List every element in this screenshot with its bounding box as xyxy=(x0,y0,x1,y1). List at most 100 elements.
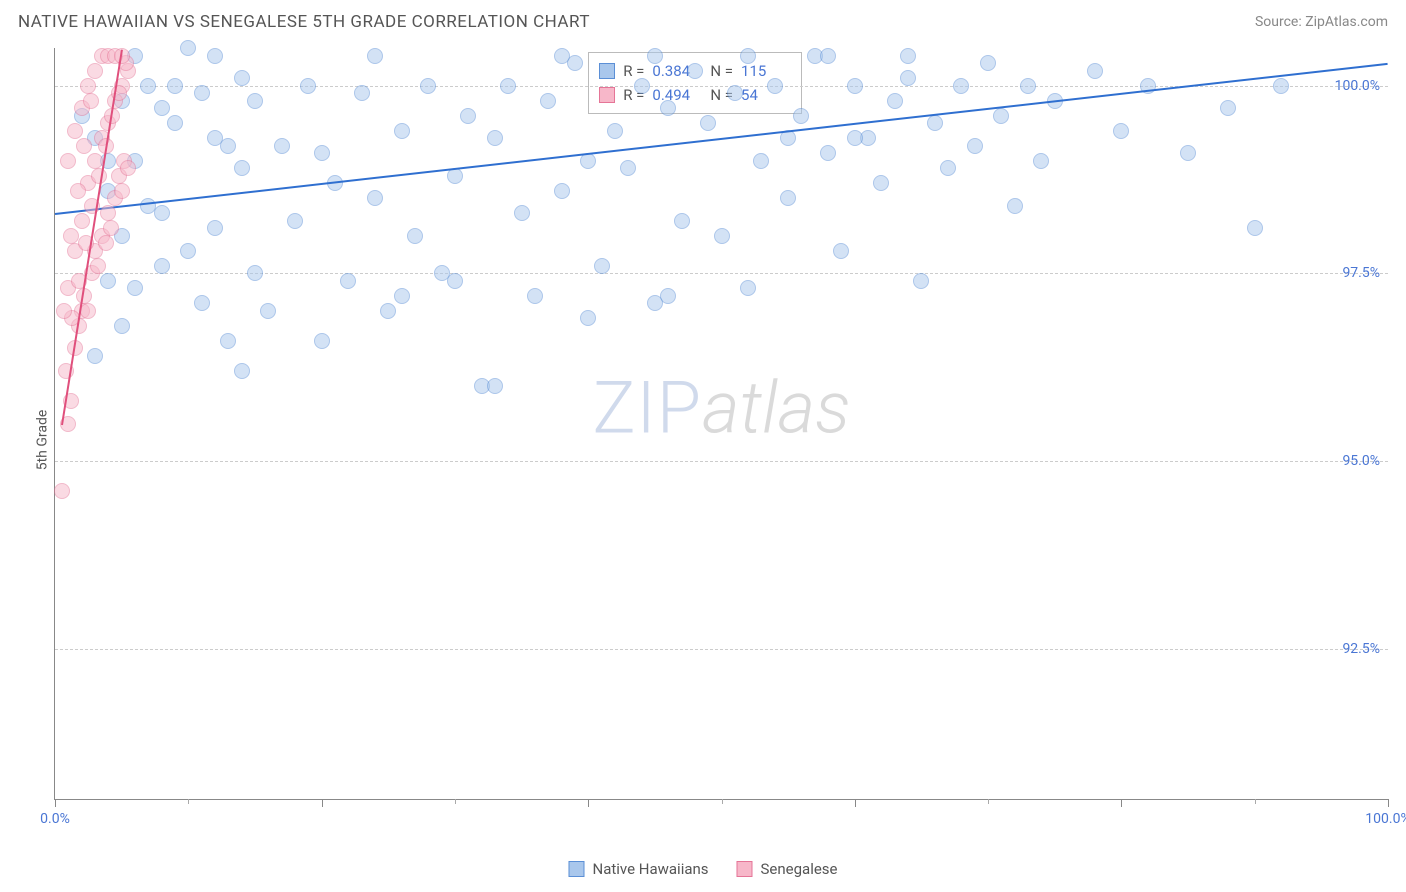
source-label: Source: ZipAtlas.com xyxy=(1255,14,1388,30)
data-point xyxy=(1033,153,1049,169)
data-point xyxy=(154,205,170,221)
data-point xyxy=(900,48,916,64)
data-point xyxy=(700,115,716,131)
data-point xyxy=(63,228,79,244)
data-point xyxy=(56,303,72,319)
x-tick-label: 100.0% xyxy=(1365,811,1406,827)
data-point xyxy=(87,153,103,169)
data-point xyxy=(367,48,383,64)
data-point xyxy=(1273,78,1289,94)
data-point xyxy=(80,303,96,319)
data-point xyxy=(1007,198,1023,214)
legend-label: Senegalese xyxy=(761,860,838,878)
data-point xyxy=(354,85,370,101)
y-tick-label: 97.5% xyxy=(1342,265,1380,281)
data-point xyxy=(833,243,849,259)
data-point xyxy=(120,160,136,176)
data-point xyxy=(607,123,623,139)
data-point xyxy=(74,213,90,229)
watermark-part2: atlas xyxy=(702,366,850,451)
data-point xyxy=(234,70,250,86)
legend: Native Hawaiians Senegalese xyxy=(568,860,837,878)
data-point xyxy=(394,288,410,304)
data-point xyxy=(993,108,1009,124)
data-point xyxy=(873,175,889,191)
data-point xyxy=(1220,100,1236,116)
x-tick-major xyxy=(588,799,589,807)
data-point xyxy=(220,333,236,349)
data-point xyxy=(100,205,116,221)
x-tick-minor xyxy=(188,799,189,804)
stats-row: R =0.494N =54 xyxy=(599,83,791,107)
data-point xyxy=(727,85,743,101)
data-point xyxy=(820,145,836,161)
y-tick-label: 92.5% xyxy=(1342,641,1380,657)
data-point xyxy=(514,205,530,221)
stats-r-value: 0.494 xyxy=(652,83,702,107)
data-point xyxy=(87,348,103,364)
data-point xyxy=(447,273,463,289)
data-point xyxy=(300,78,316,94)
x-tick-major xyxy=(855,799,856,807)
data-point xyxy=(140,78,156,94)
x-tick-label: 0.0% xyxy=(40,811,70,827)
data-point xyxy=(127,280,143,296)
data-point xyxy=(76,138,92,154)
data-point xyxy=(953,78,969,94)
data-point xyxy=(740,48,756,64)
data-point xyxy=(714,228,730,244)
legend-item: Senegalese xyxy=(737,860,838,878)
y-axis-label: 5th Grade xyxy=(34,410,50,471)
legend-swatch xyxy=(737,861,753,877)
data-point xyxy=(1180,145,1196,161)
data-point xyxy=(1113,123,1129,139)
data-point xyxy=(554,183,570,199)
data-point xyxy=(660,288,676,304)
data-point xyxy=(260,303,276,319)
data-point xyxy=(740,280,756,296)
data-point xyxy=(847,78,863,94)
series-swatch xyxy=(599,63,615,79)
data-point xyxy=(380,303,396,319)
x-tick-major xyxy=(1388,799,1389,807)
data-point xyxy=(793,108,809,124)
data-point xyxy=(180,40,196,56)
data-point xyxy=(247,93,263,109)
data-point xyxy=(167,78,183,94)
data-point xyxy=(234,363,250,379)
gridline xyxy=(55,649,1388,650)
data-point xyxy=(420,78,436,94)
watermark-part1: ZIP xyxy=(592,366,702,451)
data-point xyxy=(900,70,916,86)
x-tick-minor xyxy=(1255,799,1256,804)
data-point xyxy=(407,228,423,244)
data-point xyxy=(54,483,70,499)
data-point xyxy=(687,63,703,79)
data-point xyxy=(274,138,290,154)
data-point xyxy=(847,130,863,146)
legend-item: Native Hawaiians xyxy=(568,860,708,878)
data-point xyxy=(154,258,170,274)
data-point xyxy=(780,190,796,206)
data-point xyxy=(287,213,303,229)
data-point xyxy=(1020,78,1036,94)
data-point xyxy=(367,190,383,206)
x-tick-minor xyxy=(455,799,456,804)
data-point xyxy=(167,115,183,131)
data-point xyxy=(634,78,650,94)
data-point xyxy=(103,220,119,236)
plot-region: ZIPatlas R =0.384N =115R =0.494N =54 92.… xyxy=(54,48,1388,800)
data-point xyxy=(87,63,103,79)
data-point xyxy=(70,183,86,199)
data-point xyxy=(753,153,769,169)
x-tick-minor xyxy=(722,799,723,804)
legend-swatch xyxy=(568,861,584,877)
x-tick-major xyxy=(55,799,56,807)
series-swatch xyxy=(599,87,615,103)
data-point xyxy=(554,48,570,64)
data-point xyxy=(500,78,516,94)
data-point xyxy=(927,115,943,131)
data-point xyxy=(98,235,114,251)
y-tick-label: 100.0% xyxy=(1335,78,1380,94)
data-point xyxy=(180,243,196,259)
